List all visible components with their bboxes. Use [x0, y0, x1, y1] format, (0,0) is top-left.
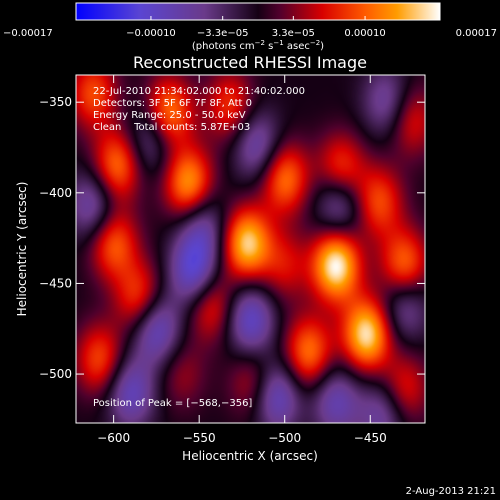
x-tick-label: −450 [354, 431, 387, 445]
colorbar-tick-label: −0.00017 [3, 28, 53, 39]
colorbar-tick-label: 0.00010 [344, 28, 385, 39]
y-axis-ticks: −350 −400 −450 −500 [39, 95, 425, 381]
colorbar-tick-label: −3.3e−05 [197, 28, 249, 39]
image-annotations: 22-Jul-2010 21:34:02.000 to 21:40:02.000… [93, 86, 305, 409]
annotation-detectors: Detectors: 3F 5F 6F 7F 8F, Att 0 [93, 98, 252, 109]
colorbar-unit-label: (photons cm−2 s−1 asec−2) [192, 39, 324, 52]
colorbar-frame [75, 2, 441, 21]
colorbar-ticks: −0.00017 −0.00010 −3.3e−05 3.3e−05 0.00010 0.… [3, 16, 497, 39]
colorbar-tick-label: −0.00010 [126, 28, 176, 39]
x-tick-label: −600 [97, 431, 130, 445]
y-tick-label: −400 [39, 186, 72, 200]
x-axis-label: Heliocentric X (arcsec) [182, 449, 318, 463]
y-tick-label: −350 [39, 95, 72, 109]
plot-timestamp: 2-Aug-2013 21:21 [406, 486, 496, 497]
colorbar [76, 3, 440, 20]
annotation-clean-counts: Clean Total counts: 5.87E+03 [93, 122, 250, 133]
colorbar-tick-label: 3.3e−05 [272, 28, 315, 39]
x-axis-ticks: −600 −550 −500 −450 [97, 75, 387, 445]
heatmap-image [76, 75, 425, 423]
y-tick-label: −500 [39, 367, 72, 381]
x-tick-label: −500 [268, 431, 301, 445]
x-tick-label: −550 [183, 431, 216, 445]
annotation-energy-range: Energy Range: 25.0 - 50.0 keV [93, 110, 246, 121]
y-tick-label: −450 [39, 276, 72, 290]
annotation-time-range: 22-Jul-2010 21:34:02.000 to 21:40:02.000 [93, 86, 305, 97]
colorbar-tick-label: 0.00017 [456, 28, 497, 39]
peak-position-label: Position of Peak = [−568,−356] [93, 398, 252, 409]
y-axis-label: Heliocentric Y (arcsec) [15, 182, 29, 317]
chart-title: Reconstructed RHESSI Image [133, 53, 367, 72]
plot-frame [75, 74, 426, 424]
